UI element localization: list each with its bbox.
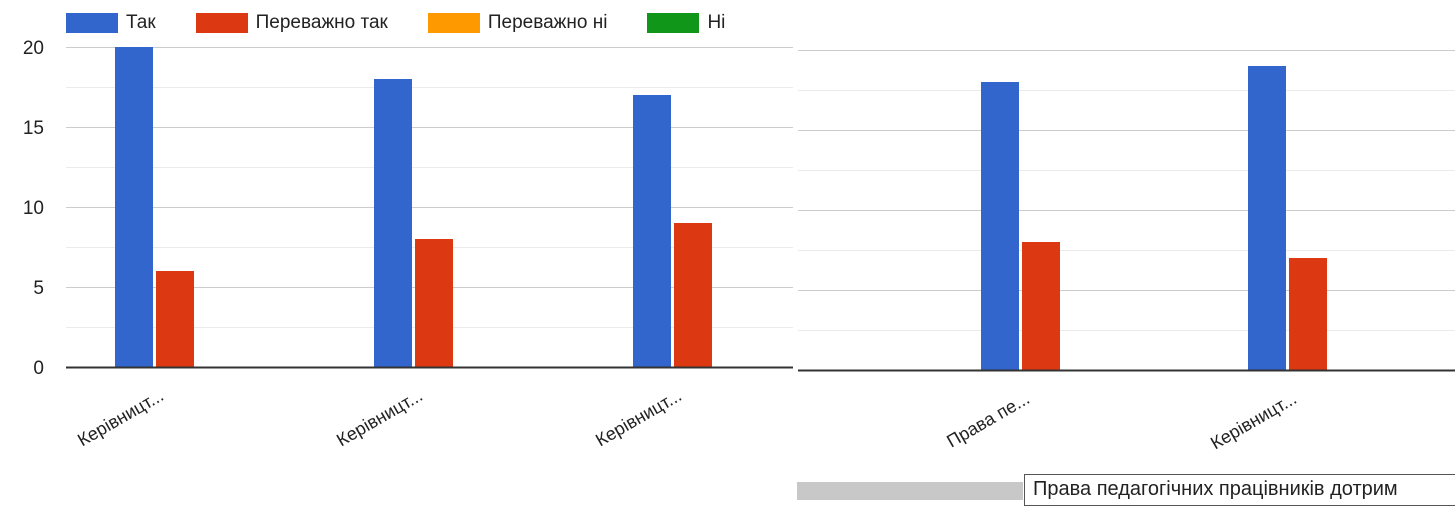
bar <box>633 95 671 367</box>
legend-label-tak: Так <box>126 12 156 33</box>
y-tick-label: 15 <box>23 118 44 139</box>
legend-item-ni[interactable]: Ні <box>647 12 725 34</box>
legend-swatch-perevazhno-ni <box>427 13 480 33</box>
x-tick-label: Керівницт... <box>333 385 426 450</box>
legend-label-ni: Ні <box>707 12 726 33</box>
y-tick-label: 5 <box>33 278 44 299</box>
y-tick-label: 10 <box>23 198 44 219</box>
y-tick-label: 0 <box>33 358 44 379</box>
y-tick-label: 20 <box>23 38 44 59</box>
legend-label-perevazhno-ni: Переважно ні <box>487 12 608 33</box>
bar <box>674 223 712 367</box>
bar <box>1022 242 1060 370</box>
legend-label-perevazhno-tak: Переважно так <box>255 12 388 33</box>
x-tick-label: Керівницт... <box>592 385 685 450</box>
bar <box>981 82 1019 370</box>
bar <box>1248 66 1286 370</box>
legend-swatch-tak <box>66 13 118 33</box>
legend-item-perevazhno-ni[interactable]: Переважно ні <box>427 12 608 34</box>
x-tick-label: Керівницт... <box>1207 388 1300 453</box>
bar <box>1289 258 1327 370</box>
x-tick-label: Керівницт... <box>74 385 167 450</box>
horizontal-scrollbar[interactable] <box>797 482 1023 500</box>
bar <box>156 271 194 367</box>
bar <box>374 79 412 367</box>
tooltip: Права педагогічних працівників дотрим <box>1024 474 1455 506</box>
chart-legend: Так Переважно так Переважно ні Ні <box>66 10 765 36</box>
panel-divider <box>793 0 798 504</box>
x-tick-label: Права пе... <box>943 388 1033 451</box>
bar <box>415 239 453 367</box>
legend-swatch-perevazhno-tak <box>195 13 248 33</box>
legend-swatch-ni <box>647 13 700 33</box>
legend-item-tak[interactable]: Так <box>66 12 156 34</box>
legend-item-perevazhno-tak[interactable]: Переважно так <box>195 12 388 34</box>
bar <box>115 47 153 367</box>
